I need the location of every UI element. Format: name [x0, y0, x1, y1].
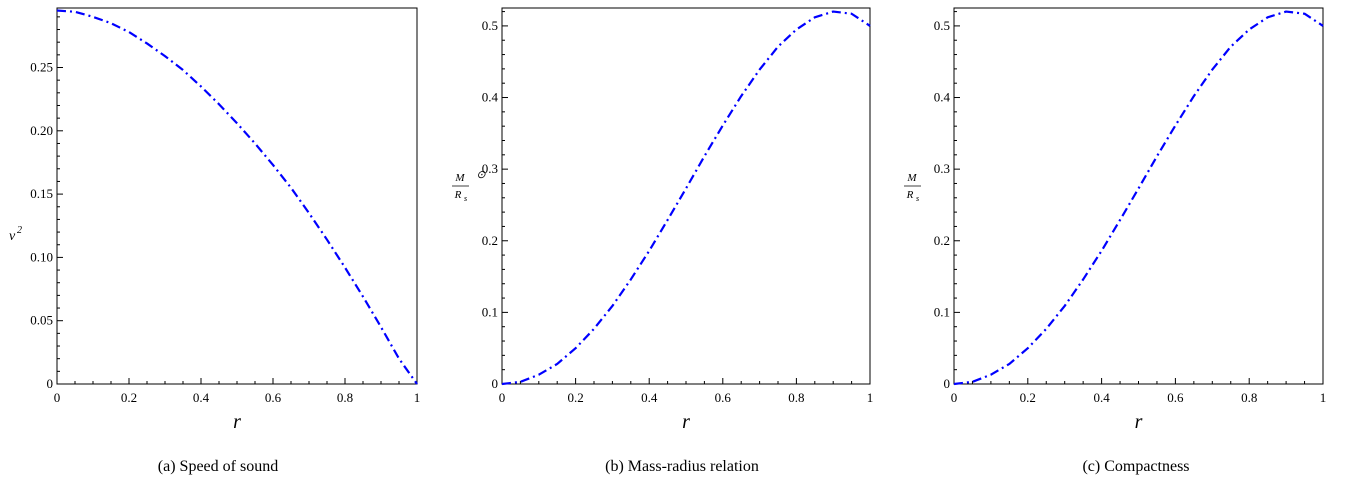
x-tick-label: 0.2: [567, 390, 583, 405]
y-tick-label: 0.2: [482, 233, 498, 248]
y-tick-label: 0.5: [482, 18, 498, 33]
x-tick-label: 0.8: [337, 390, 353, 405]
y-tick-label: 0.05: [30, 313, 53, 328]
x-tick-label: 1: [867, 390, 874, 405]
chart-caption: (b) Mass-radius relation: [605, 458, 759, 475]
x-axis-label: r: [233, 411, 241, 433]
y-tick-label: 0.4: [934, 90, 951, 105]
chart-panel-1: 0 0.2 0.4 0.6 0.8 1 0 0.05 0.10 0.15 0.20 0.25 r v 2 (a…: [9, 7, 421, 475]
y-axis-label: v: [9, 229, 16, 244]
series-line: [953, 10, 1324, 386]
y-tick-label: 0.1: [482, 304, 498, 319]
y-axis-label-superscript: 2: [17, 225, 22, 236]
x-tick-label: 0.6: [1167, 390, 1184, 405]
y-tick-label: 0.25: [30, 60, 53, 75]
y-tick-label: 0.1: [934, 304, 950, 319]
y-tick-label: 0.3: [482, 161, 498, 176]
y-tick-label: 0.4: [482, 90, 499, 105]
x-tick-label: 1: [1320, 390, 1327, 405]
y-tick-label: 0: [47, 376, 54, 391]
plot-frame: [501, 7, 871, 385]
y-axis-label-subscript: s: [464, 194, 467, 203]
x-tick-label: 0.6: [715, 390, 732, 405]
x-tick-label: 0.8: [788, 390, 804, 405]
x-tick-label: 0.8: [1241, 390, 1257, 405]
chart-panel-3: 0 0.2 0.4 0.6 0.8 1 0 0.1 0.2 0.3 0.4 0.5 r MR s (c) Co…: [904, 7, 1327, 475]
x-tick-label: 0.4: [641, 390, 658, 405]
x-tick-label: 0.2: [1020, 390, 1036, 405]
y-tick-label: 0: [492, 376, 499, 391]
chart-caption: (c) Compactness: [1082, 458, 1189, 475]
plot-frame: [56, 7, 418, 385]
y-tick-label: 0.2: [934, 233, 950, 248]
x-tick-label: 0.2: [121, 390, 137, 405]
y-tick-label: 0.3: [934, 161, 950, 176]
y-axis-label-subscript: s: [916, 194, 919, 203]
plot-frame: [953, 7, 1324, 385]
series-line: [501, 10, 871, 386]
x-axis-label: r: [682, 411, 690, 433]
x-tick-label: 0.4: [193, 390, 210, 405]
x-tick-label: 1: [414, 390, 421, 405]
y-tick-label: 0: [944, 376, 951, 391]
x-tick-label: 0: [951, 390, 958, 405]
sun-symbol-icon: ⊙: [476, 169, 486, 181]
x-axis-label: r: [1135, 411, 1143, 433]
y-tick-label: 0.5: [934, 18, 950, 33]
y-tick-label: 0.20: [30, 123, 53, 138]
y-axis-label-denominator: R: [906, 189, 914, 201]
chart-caption: (a) Speed of sound: [158, 458, 278, 475]
chart-panel-2: 0 0.2 0.4 0.6 0.8 1 0 0.1 0.2 0.3 0.4 0.5 r MR s ⊙ (b) M…: [452, 7, 874, 475]
y-tick-label: 0.15: [30, 186, 53, 201]
x-tick-label: 0.4: [1093, 390, 1110, 405]
x-tick-label: 0: [499, 390, 506, 405]
x-tick-label: 0: [54, 390, 61, 405]
y-axis-label-denominator: R: [454, 189, 462, 201]
x-tick-label: 0.6: [265, 390, 282, 405]
y-axis-label-numerator: M: [454, 172, 465, 184]
series-line: [56, 9, 418, 385]
y-axis-label-numerator: M: [906, 172, 917, 184]
y-tick-label: 0.10: [30, 249, 53, 264]
